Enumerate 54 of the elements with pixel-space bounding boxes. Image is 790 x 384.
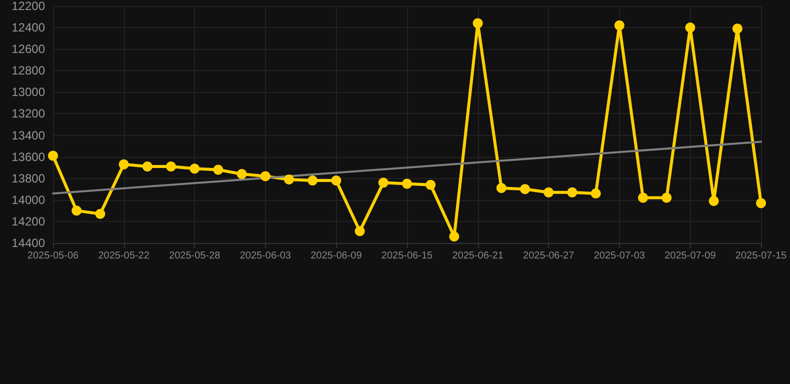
point — [378, 178, 388, 188]
point — [732, 24, 742, 34]
point — [354, 226, 365, 236]
y-tick-label: 12600 — [12, 42, 46, 56]
y-tick-label: 13600 — [12, 150, 46, 164]
point — [308, 176, 318, 186]
y-tick-label: 14000 — [12, 192, 46, 207]
point — [449, 232, 460, 242]
point — [118, 159, 129, 170]
point — [756, 198, 766, 208]
x-tick-label: 2025-06-21 — [452, 250, 504, 262]
y-tick-label: 12400 — [12, 20, 46, 35]
point — [638, 192, 648, 203]
point — [520, 184, 530, 194]
point — [472, 18, 483, 28]
point — [166, 162, 176, 172]
point — [662, 192, 672, 203]
point — [260, 171, 270, 182]
point — [331, 176, 342, 186]
point — [402, 178, 412, 189]
y-tick-label: 13800 — [12, 171, 46, 186]
x-tick-label: 2025-06-15 — [381, 250, 434, 262]
point — [48, 150, 58, 161]
point — [190, 164, 200, 174]
point — [142, 162, 152, 172]
y-tick-label: 14400 — [12, 236, 46, 250]
x-tick-label: 2025-07-03 — [594, 250, 646, 262]
x-tick-label: 2025-06-09 — [310, 250, 362, 262]
point — [72, 206, 82, 216]
point — [708, 196, 719, 206]
x-tick-label: 2025-07-09 — [664, 250, 716, 262]
point — [567, 187, 578, 198]
point — [95, 208, 106, 219]
y-tick-label: 14200 — [12, 214, 46, 228]
y-tick-label: 13000 — [12, 85, 46, 100]
point — [496, 183, 506, 194]
y-tick-label: 12200 — [12, 0, 46, 13]
point — [544, 187, 554, 198]
point — [685, 22, 696, 33]
x-tick-label: 2025-05-28 — [169, 250, 221, 262]
point — [284, 174, 294, 184]
x-tick-label: 2025-05-22 — [98, 250, 150, 262]
point — [614, 20, 624, 30]
x-tick-label: 2025-06-03 — [240, 250, 292, 262]
x-tick-label: 2025-05-06 — [27, 250, 80, 262]
y-tick-label: 12800 — [12, 64, 46, 78]
x-tick-label: 2025-06-27 — [523, 250, 575, 262]
point — [213, 164, 224, 175]
y-tick-label: 13400 — [12, 128, 46, 142]
x-tick-label: 2025-07-15 — [735, 250, 788, 262]
y-tick-label: 13200 — [12, 106, 46, 121]
point — [426, 180, 436, 190]
point — [590, 188, 601, 198]
point — [236, 169, 247, 180]
